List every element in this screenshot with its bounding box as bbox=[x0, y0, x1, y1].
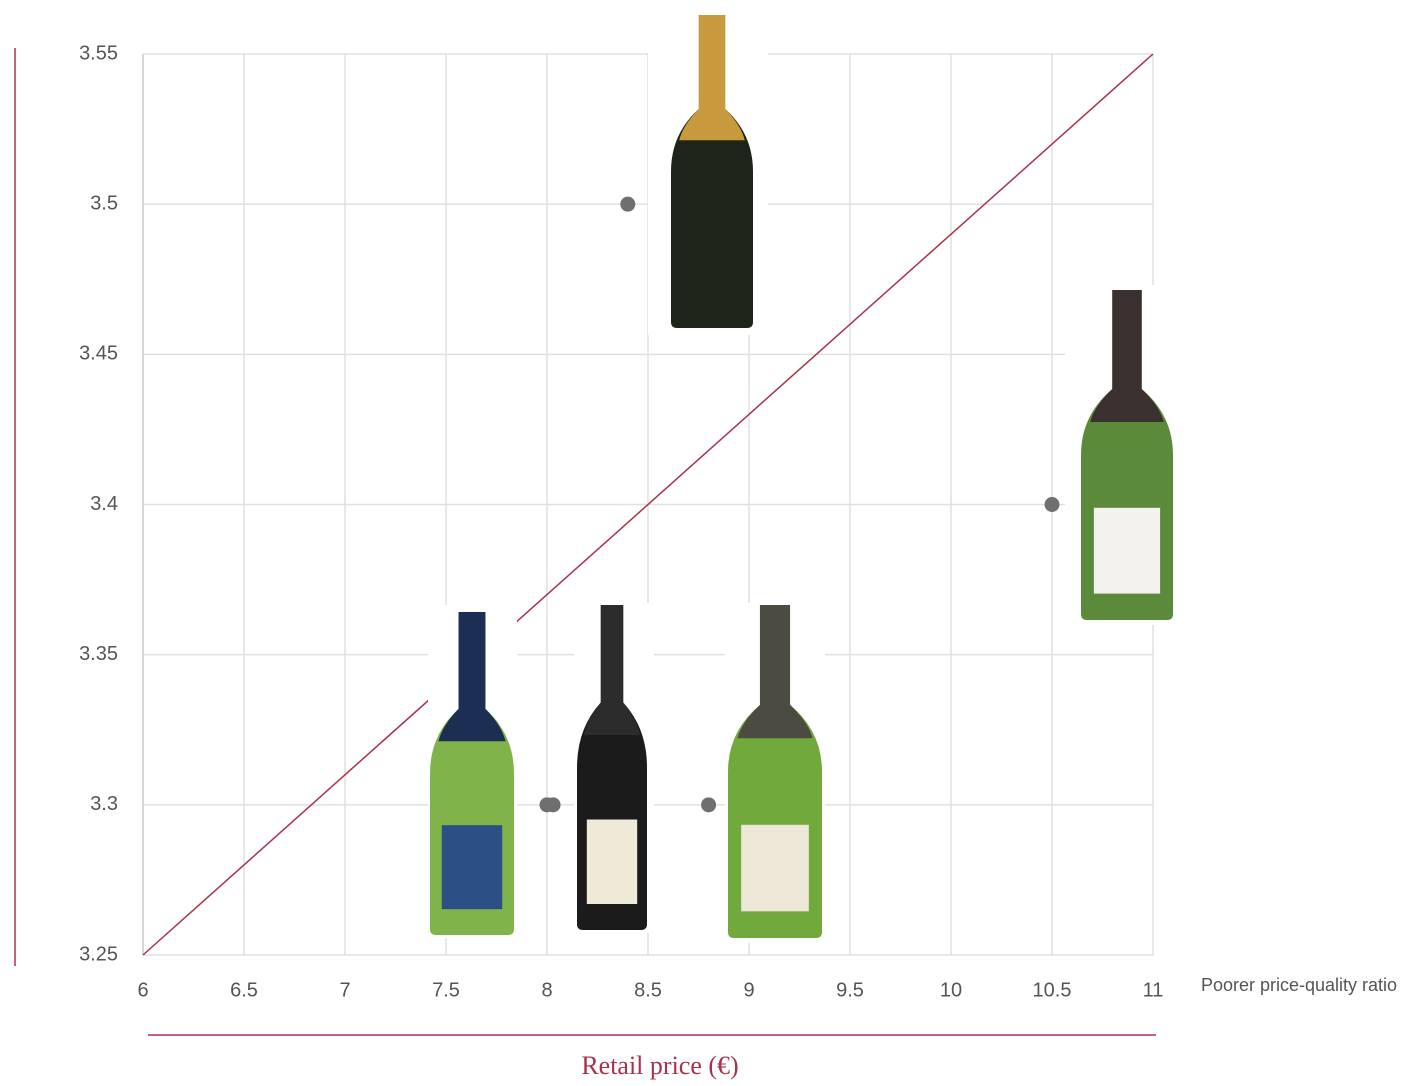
x-tick-label: 11 bbox=[1143, 979, 1164, 1001]
y-tick-label: 3.25 bbox=[79, 943, 118, 965]
x-annotation: Poorer price-quality ratio bbox=[1200, 975, 1398, 995]
point bbox=[701, 797, 717, 813]
x-tick-label: 10.5 bbox=[1033, 979, 1072, 1001]
bottle-label bbox=[741, 824, 809, 912]
bottle-foil bbox=[438, 612, 506, 742]
x-tick-label: 7.5 bbox=[432, 979, 460, 1001]
y-tick-label: 3.3 bbox=[90, 793, 118, 815]
bottle-foil bbox=[679, 15, 745, 141]
point bbox=[545, 797, 561, 813]
reference-line bbox=[142, 53, 1154, 956]
x-tick-label: 6 bbox=[137, 979, 148, 1001]
bottle bbox=[671, 15, 753, 328]
bottle-label bbox=[441, 825, 503, 910]
y-tick-label: 3.5 bbox=[90, 192, 118, 214]
bottle-foil bbox=[584, 605, 640, 735]
x-tick-label: 10 bbox=[940, 979, 962, 1001]
x-tick-label: 6.5 bbox=[230, 979, 258, 1001]
x-tick-label: 8 bbox=[541, 979, 552, 1001]
y-tick-label: 3.45 bbox=[79, 343, 118, 365]
bottle-label bbox=[586, 819, 638, 904]
y-tick-label: 3.4 bbox=[90, 493, 118, 515]
bottle-foil bbox=[1090, 290, 1164, 422]
bottle-label bbox=[1093, 507, 1161, 594]
x-tick-label: 8.5 bbox=[634, 979, 662, 1001]
x-axis-title: Retail price (€) bbox=[581, 1051, 738, 1080]
bottle-foil bbox=[737, 605, 813, 739]
x-tick-label: 9.5 bbox=[836, 979, 864, 1001]
x-tick-label: 9 bbox=[743, 979, 754, 1001]
y-tick-label: 3.35 bbox=[79, 643, 118, 665]
y-tick-label: 3.55 bbox=[79, 42, 118, 64]
point bbox=[620, 196, 636, 212]
x-tick-label: 7 bbox=[339, 979, 350, 1001]
point bbox=[1044, 497, 1060, 512]
